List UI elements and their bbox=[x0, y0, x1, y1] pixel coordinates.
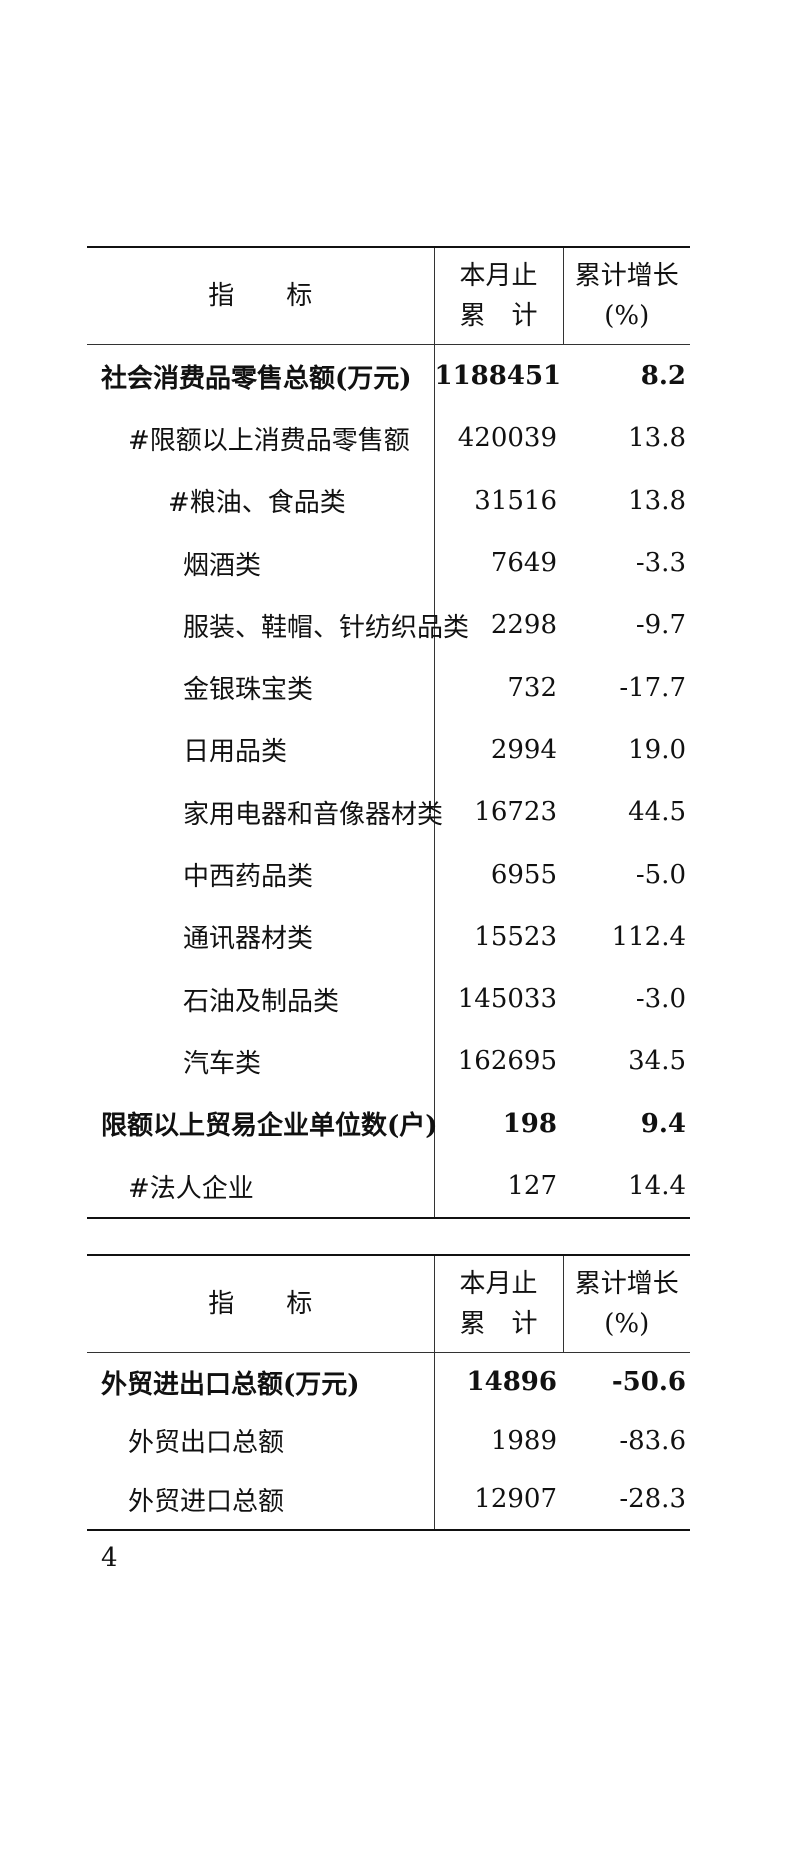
row-value: 162695 bbox=[433, 1030, 563, 1093]
table-row: 外贸进出口总额(万元) 14896 -50.6 bbox=[87, 1352, 690, 1412]
header-month-cumulative: 本月止累 计 bbox=[433, 1255, 563, 1353]
table-row: 外贸进口总额 12907 -28.3 bbox=[87, 1470, 690, 1530]
retail-sales-table: 指 标 本月止累 计 累计增长 (%) 社会消费品零售总额(万元) 1188451 8… bbox=[87, 246, 690, 1220]
header-line: 本月止 bbox=[459, 1269, 538, 1299]
row-growth: 13.8 bbox=[628, 423, 686, 454]
row-growth: 112.4 bbox=[611, 921, 686, 952]
row-label: 金银珠宝类 bbox=[183, 675, 314, 706]
row-growth: -5.0 bbox=[635, 859, 686, 890]
row-value: 12907 bbox=[433, 1470, 563, 1530]
row-label: 外贸进口总额 bbox=[128, 1486, 285, 1517]
header-line: (%) bbox=[604, 1309, 650, 1339]
row-value: 127 bbox=[433, 1154, 563, 1219]
row-growth: 8.2 bbox=[640, 361, 686, 392]
row-growth: -17.7 bbox=[619, 672, 686, 703]
row-label: #法人企业 bbox=[128, 1173, 254, 1204]
table-header: 指 标 本月止累 计 累计增长 (%) bbox=[87, 1255, 690, 1353]
row-label: #粮油、食品类 bbox=[168, 488, 346, 519]
table-row: 社会消费品零售总额(万元) 1188451 8.2 bbox=[87, 344, 690, 408]
row-label: 中西药品类 bbox=[183, 862, 314, 893]
header-indicator: 指 标 bbox=[87, 247, 434, 345]
row-growth: -3.0 bbox=[635, 984, 686, 1015]
header-line: 累 计 bbox=[459, 301, 538, 331]
row-growth: -50.6 bbox=[611, 1367, 686, 1398]
table-row: #法人企业 127 14.4 bbox=[87, 1154, 690, 1219]
row-label: 烟酒类 bbox=[183, 550, 262, 581]
row-label: 汽车类 bbox=[183, 1048, 262, 1079]
row-label: 社会消费品零售总额(万元) bbox=[101, 363, 412, 394]
table-header: 指 标 本月止累 计 累计增长 (%) bbox=[87, 247, 690, 345]
row-growth: -28.3 bbox=[619, 1484, 686, 1515]
table-row: #粮油、食品类 31516 13.8 bbox=[87, 469, 690, 532]
row-value: 2994 bbox=[433, 718, 563, 782]
table-row: 金银珠宝类 732 -17.7 bbox=[87, 656, 690, 719]
table-row: #限额以上消费品零售额 420039 13.8 bbox=[87, 407, 690, 470]
row-label: 日用品类 bbox=[183, 737, 288, 768]
row-label: #限额以上消费品零售额 bbox=[128, 425, 410, 456]
header-indicator: 指 标 bbox=[87, 1255, 434, 1353]
row-growth: 13.8 bbox=[628, 485, 686, 516]
table-row: 服装、鞋帽、针纺织品类 2298 -9.7 bbox=[87, 594, 690, 657]
row-growth: -9.7 bbox=[635, 610, 686, 641]
row-value: 31516 bbox=[433, 469, 563, 532]
table-row: 限额以上贸易企业单位数(户) 198 9.4 bbox=[87, 1092, 690, 1155]
row-value: 14896 bbox=[433, 1352, 563, 1412]
row-label: 外贸出口总额 bbox=[128, 1428, 285, 1459]
row-growth: -83.6 bbox=[619, 1425, 686, 1456]
row-value: 2298 bbox=[433, 594, 563, 657]
row-value: 145033 bbox=[433, 967, 563, 1031]
row-growth: 9.4 bbox=[640, 1108, 686, 1139]
table-row: 通讯器材类 15523 112.4 bbox=[87, 905, 690, 968]
row-label: 家用电器和音像器材类 bbox=[183, 799, 444, 830]
row-growth: 34.5 bbox=[628, 1046, 686, 1077]
header-line: 累计增长 bbox=[574, 261, 679, 291]
row-value: 16723 bbox=[433, 781, 563, 844]
row-value: 1989 bbox=[433, 1411, 563, 1471]
header-line: 累 计 bbox=[459, 1309, 538, 1339]
row-value: 6955 bbox=[433, 843, 563, 906]
table-row: 日用品类 2994 19.0 bbox=[87, 718, 690, 782]
header-line: 本月止 bbox=[459, 261, 538, 291]
table-row: 家用电器和音像器材类 16723 44.5 bbox=[87, 781, 690, 844]
header-line: 累计增长 bbox=[574, 1269, 679, 1299]
foreign-trade-table: 指 标 本月止累 计 累计增长 (%) 外贸进出口总额(万元) 14896 -50.6… bbox=[87, 1254, 690, 1531]
header-month-cumulative: 本月止累 计 bbox=[433, 247, 563, 345]
row-value: 198 bbox=[433, 1092, 563, 1155]
row-value: 7649 bbox=[433, 531, 563, 595]
row-growth: 19.0 bbox=[628, 734, 686, 765]
header-cumulative-growth: 累计增长 (%) bbox=[562, 247, 690, 345]
row-label: 服装、鞋帽、针纺织品类 bbox=[183, 612, 470, 643]
row-growth: 44.5 bbox=[628, 797, 686, 828]
header-line: (%) bbox=[604, 301, 650, 331]
table-row: 中西药品类 6955 -5.0 bbox=[87, 843, 690, 906]
row-value: 732 bbox=[433, 656, 563, 719]
row-label: 限额以上贸易企业单位数(户) bbox=[101, 1111, 438, 1142]
row-growth: 14.4 bbox=[628, 1171, 686, 1201]
row-value: 1188451 bbox=[433, 344, 563, 408]
header-cumulative-growth: 累计增长 (%) bbox=[562, 1255, 690, 1353]
row-label: 石油及制品类 bbox=[183, 986, 340, 1017]
table-row: 汽车类 162695 34.5 bbox=[87, 1030, 690, 1093]
row-value: 15523 bbox=[433, 905, 563, 968]
row-label: 外贸进出口总额(万元) bbox=[101, 1369, 360, 1400]
row-growth: -3.3 bbox=[635, 548, 686, 579]
table-row: 石油及制品类 145033 -3.0 bbox=[87, 967, 690, 1031]
page-number: 4 bbox=[101, 1543, 118, 1573]
row-label: 通讯器材类 bbox=[183, 924, 314, 955]
table-row: 外贸出口总额 1989 -83.6 bbox=[87, 1411, 690, 1471]
table-row: 烟酒类 7649 -3.3 bbox=[87, 531, 690, 595]
row-value: 420039 bbox=[433, 407, 563, 470]
